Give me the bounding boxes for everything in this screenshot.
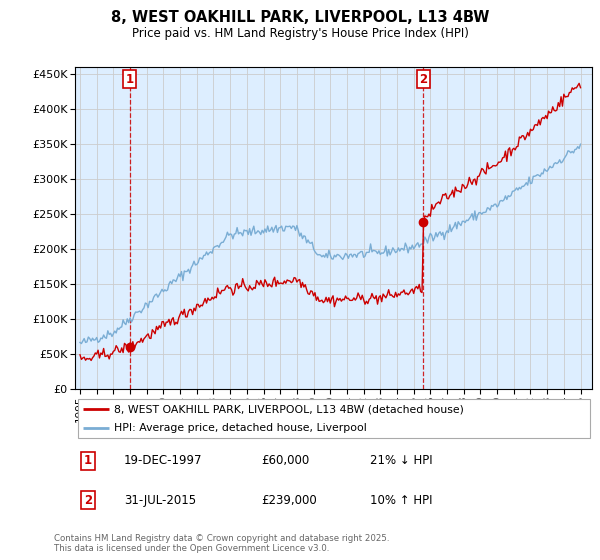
Text: 31-JUL-2015: 31-JUL-2015 [124, 493, 196, 507]
Text: 8, WEST OAKHILL PARK, LIVERPOOL, L13 4BW: 8, WEST OAKHILL PARK, LIVERPOOL, L13 4BW [111, 10, 489, 25]
FancyBboxPatch shape [77, 399, 590, 438]
Text: Price paid vs. HM Land Registry's House Price Index (HPI): Price paid vs. HM Land Registry's House … [131, 27, 469, 40]
Text: £60,000: £60,000 [261, 454, 310, 468]
Text: 1: 1 [84, 454, 92, 468]
Text: 2: 2 [84, 493, 92, 507]
Text: 21% ↓ HPI: 21% ↓ HPI [370, 454, 433, 468]
Text: 1: 1 [125, 73, 134, 86]
Text: 19-DEC-1997: 19-DEC-1997 [124, 454, 203, 468]
Text: 2: 2 [419, 73, 427, 86]
Text: 10% ↑ HPI: 10% ↑ HPI [370, 493, 433, 507]
Text: Contains HM Land Registry data © Crown copyright and database right 2025.
This d: Contains HM Land Registry data © Crown c… [54, 534, 389, 553]
Text: £239,000: £239,000 [261, 493, 317, 507]
Text: HPI: Average price, detached house, Liverpool: HPI: Average price, detached house, Live… [114, 423, 367, 433]
Text: 8, WEST OAKHILL PARK, LIVERPOOL, L13 4BW (detached house): 8, WEST OAKHILL PARK, LIVERPOOL, L13 4BW… [114, 404, 464, 414]
